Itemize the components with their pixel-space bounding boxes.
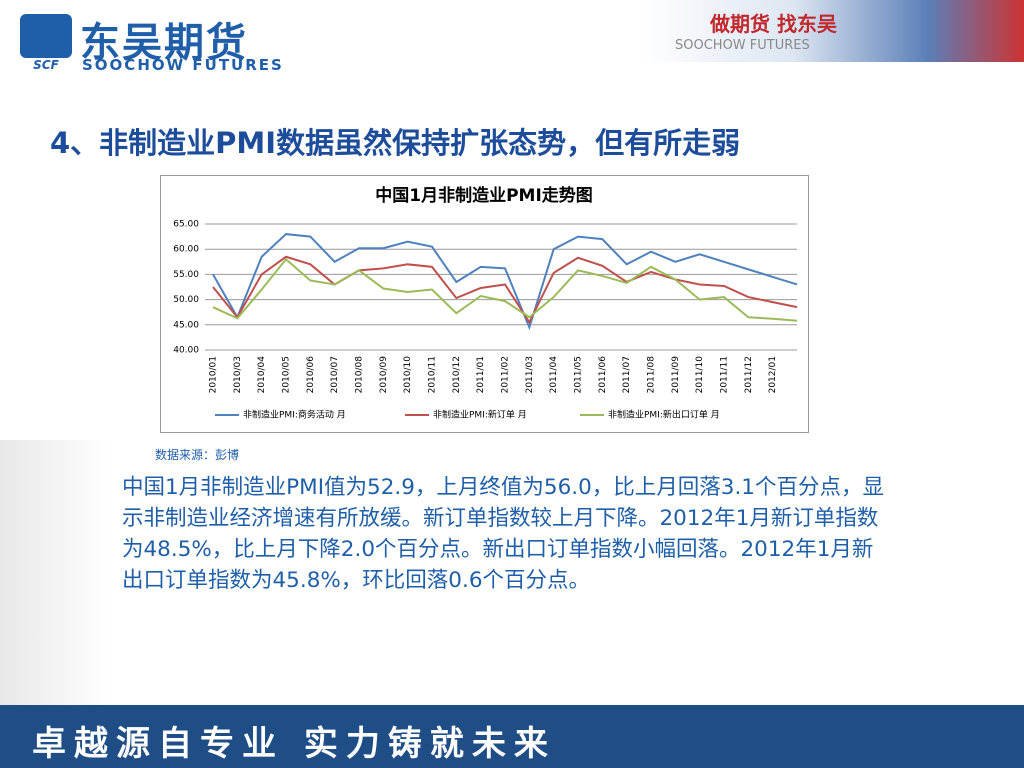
x-tick-label: 2010/12 [452,356,462,393]
y-tick-label: 60.00 [173,245,199,255]
series-line [212,233,798,331]
x-tick-label: 2011/01 [476,356,486,393]
x-tick-label: 2011/12 [744,356,754,393]
side-decoration [0,440,110,705]
chart-frame [160,175,809,433]
y-tick-label: 55.00 [173,270,199,280]
source: 数据来源：彭博 [155,448,240,462]
logo-icon [20,14,72,58]
slogan-en: SOOCHOW FUTURES [675,38,810,53]
legend-label: 非制造业PMI:新出口订单 月 [608,409,720,421]
x-tick-label: 2010/05 [282,356,292,393]
x-tick-label: 2012/01 [768,356,778,393]
logo-mark: SCF [33,58,59,72]
x-tick-label: 2010/11 [428,356,438,393]
x-tick-label: 2010/10 [403,356,413,394]
body-text: 中国1月非制造业PMI值为52.9，上月终值为56.0，比上月回落3.1个百分点… [122,475,884,593]
x-tick-label: 2011/09 [671,356,681,394]
x-tick-label: 2011/07 [622,356,632,393]
logo-en: SOOCHOW FUTURES [82,56,284,74]
y-tick-label: 40.00 [173,346,199,356]
y-tick-label: 45.00 [173,320,199,330]
footer-band [0,705,1024,768]
x-tick-label: 2010/09 [379,356,389,394]
x-tick-label: 2011/08 [647,356,657,394]
legend-label: 非制造业PMI:新订单 月 [433,409,527,421]
x-tick-label: 2011/06 [598,356,608,394]
series-line [212,257,798,322]
chart: 中国1月非制造业PMI走势图 40.00 45.00 50.00 55.00 60.00… [160,175,809,433]
x-tick-label: 2011/02 [501,356,511,393]
header-band [640,0,1024,62]
x-tick-label: 2011/04 [549,356,559,394]
x-tick-label: 2010/08 [355,356,365,394]
slogan: 做期货 找东吴 [710,12,837,36]
x-tick-label: 2011/05 [574,356,584,393]
series-line [212,255,798,325]
x-tick-label: 2010/06 [306,356,316,394]
x-tick-label: 2010/03 [233,356,243,393]
x-tick-label: 2011/03 [525,356,535,393]
logo-name: 东吴期货 [80,20,248,66]
legend-label: 非制造业PMI:商务活动 月 [243,409,346,421]
y-tick-label: 50.00 [173,295,199,305]
y-tick-label: 65.00 [173,220,199,230]
x-tick-label: 2010/07 [330,356,340,393]
footer-text: 卓越源自专业 实力铸就未来 [32,724,556,764]
slide-title: 4、非制造业PMI数据虽然保持扩张态势，但有所走弱 [50,126,741,160]
x-tick-label: 2011/10 [695,356,705,394]
x-tick-label: 2011/11 [720,356,730,393]
chart-title: 中国1月非制造业PMI走势图 [375,185,593,206]
x-tick-label: 2010/01 [209,356,219,393]
x-tick-label: 2010/04 [257,356,267,394]
